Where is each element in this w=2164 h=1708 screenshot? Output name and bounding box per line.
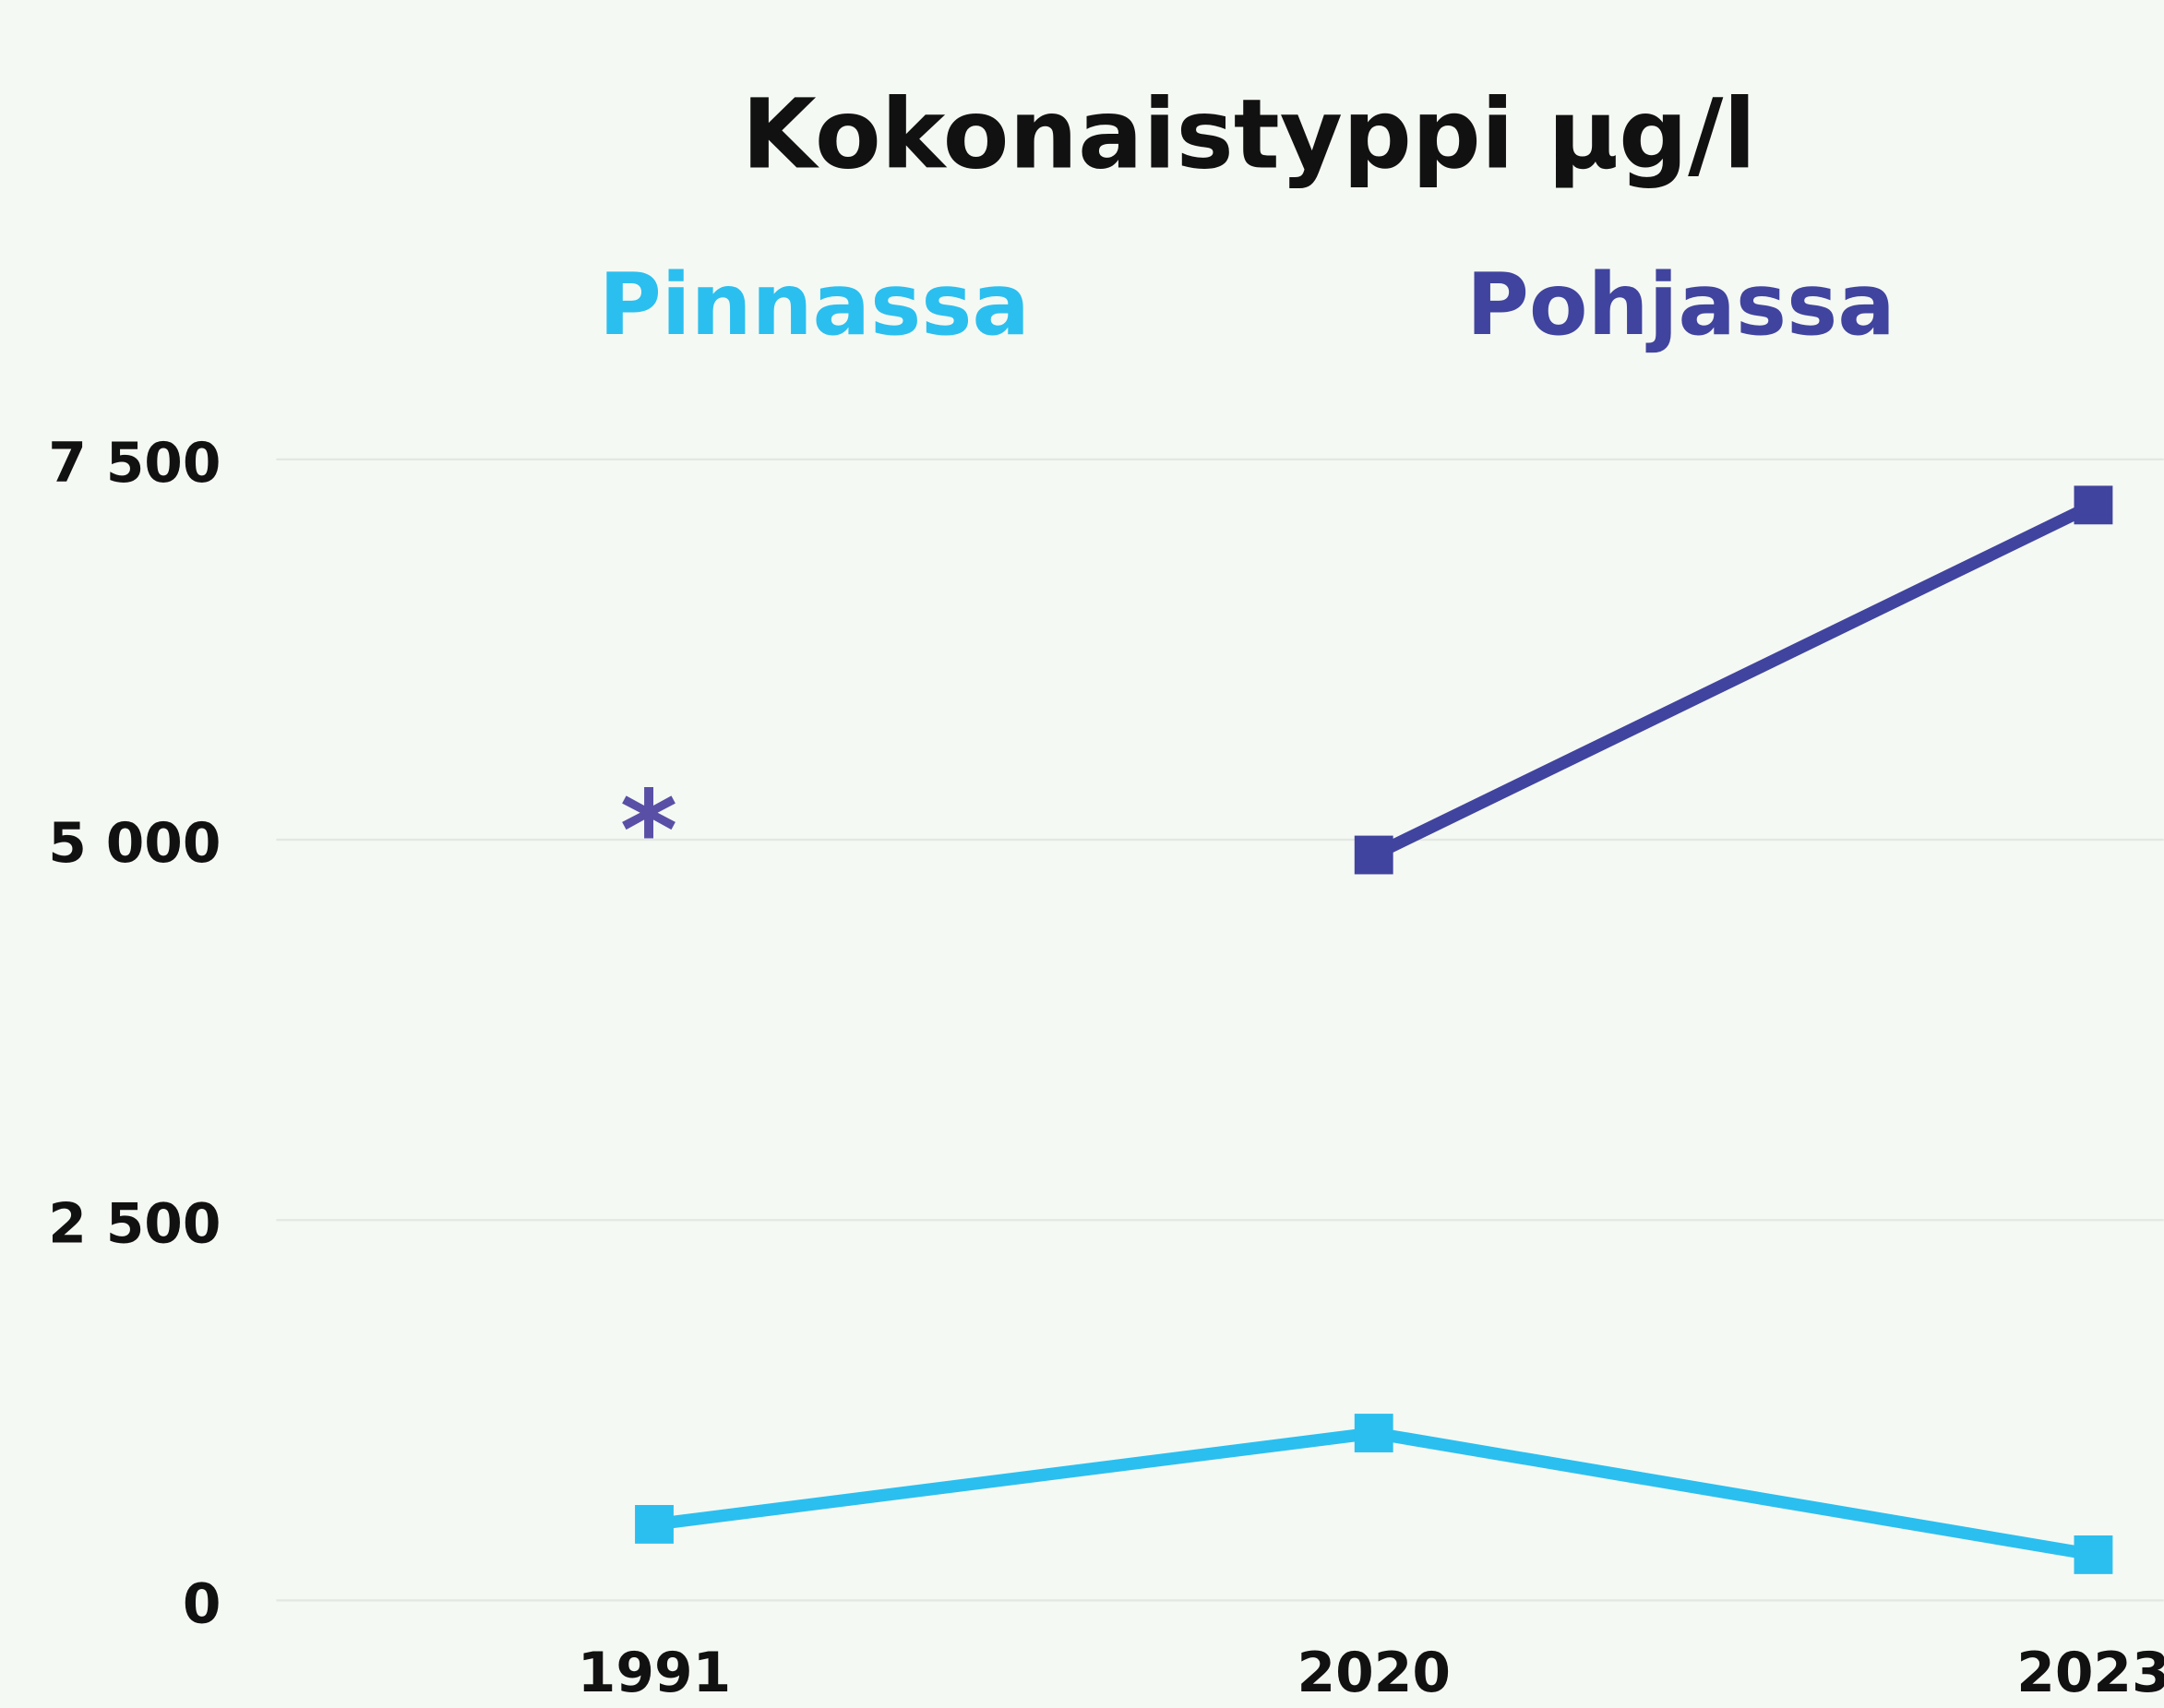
point bbox=[1354, 1414, 1393, 1452]
x-tick-label: 1991 bbox=[578, 1641, 731, 1705]
point bbox=[2074, 1535, 2113, 1574]
legend-label: Pohjassa bbox=[1466, 255, 1895, 354]
point bbox=[635, 1505, 674, 1544]
y-tick-label: 7 500 bbox=[48, 431, 221, 496]
annotation: * bbox=[620, 768, 678, 896]
x-tick-label: 2020 bbox=[1297, 1641, 1451, 1705]
point bbox=[1354, 835, 1393, 875]
line bbox=[1370, 499, 2097, 861]
legend-label: Pinnassa bbox=[599, 255, 1030, 354]
point bbox=[2074, 485, 2113, 525]
x-tick-label: 2023 bbox=[2016, 1641, 2164, 1705]
y-tick-label: 0 bbox=[183, 1571, 221, 1636]
y-tick-label: 5 000 bbox=[48, 811, 221, 876]
chart-title: Kokonaistyppi µg/l bbox=[742, 78, 1757, 190]
y-tick-label: 2 500 bbox=[48, 1191, 221, 1256]
